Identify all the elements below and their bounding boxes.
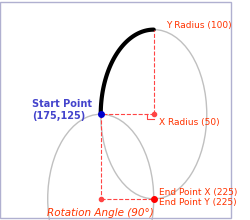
Text: X Radius (50): X Radius (50) bbox=[159, 118, 220, 127]
Text: Start Point
(175,125): Start Point (175,125) bbox=[32, 99, 92, 121]
Text: End Point X (225): End Point X (225) bbox=[159, 188, 238, 197]
Text: Y Radius (100): Y Radius (100) bbox=[166, 21, 232, 30]
Text: End Point Y (225): End Point Y (225) bbox=[159, 198, 237, 207]
Text: Rotation Angle (90°): Rotation Angle (90°) bbox=[47, 208, 154, 218]
